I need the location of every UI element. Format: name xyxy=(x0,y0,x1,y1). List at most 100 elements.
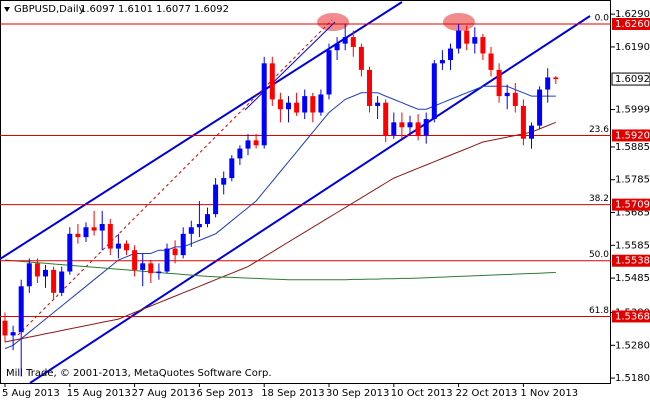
candle-body xyxy=(326,50,332,95)
candle-body xyxy=(439,60,445,64)
level-ratio: 50.0 xyxy=(589,250,609,260)
candle-body xyxy=(480,37,486,54)
y-tick-label: 1.5280 xyxy=(615,340,650,351)
y-tick-label: 1.5685 xyxy=(615,208,650,219)
candle-body xyxy=(148,263,154,274)
level-box xyxy=(612,254,650,267)
candle-body xyxy=(83,227,89,238)
candle-body xyxy=(407,122,413,128)
candle-body xyxy=(545,77,551,90)
candle-body xyxy=(51,269,57,293)
candle-body xyxy=(43,269,48,277)
y-tick-label: 1.5485 xyxy=(615,273,650,284)
x-tick-label: 5 Aug 2013 xyxy=(2,388,60,399)
level-box xyxy=(612,17,650,30)
candle-body xyxy=(537,89,543,126)
level-label: 1.5709 xyxy=(615,200,650,211)
candle-body xyxy=(358,46,364,70)
level-ratio: 38.2 xyxy=(589,194,609,204)
candle-body xyxy=(294,102,300,113)
candle-body xyxy=(18,286,24,333)
candle-body xyxy=(156,271,162,274)
candle-body xyxy=(269,63,275,100)
x-tick-label: 15 Aug 2013 xyxy=(67,388,131,399)
candle-body xyxy=(140,263,146,270)
trend-line xyxy=(244,21,336,111)
x-tick-label: 1 Nov 2013 xyxy=(520,388,578,399)
candle-body xyxy=(132,250,138,270)
candle-body xyxy=(180,233,186,256)
level-box xyxy=(612,310,650,323)
header-open: 1.6097 xyxy=(80,4,115,15)
candle-body xyxy=(464,30,470,44)
level-ratio: 61.8 xyxy=(589,306,609,316)
moving-average xyxy=(4,259,556,281)
candle-body xyxy=(67,233,73,272)
candle-body xyxy=(334,43,340,51)
y-tick-label: 1.5785 xyxy=(615,175,650,186)
y-tick-label: 1.6290 xyxy=(615,9,650,20)
candle-body xyxy=(350,37,356,47)
candle-body xyxy=(504,92,510,97)
candle-body xyxy=(188,227,194,234)
header-high: 1.6101 xyxy=(118,4,153,15)
candle-body xyxy=(342,37,348,44)
candle-body xyxy=(221,178,227,185)
candle-body xyxy=(286,102,291,110)
candle-body xyxy=(448,48,453,61)
level-label: 1.5368 xyxy=(615,311,650,322)
last-price-label: 1.6092 xyxy=(615,74,650,85)
candle-body xyxy=(472,37,478,44)
candle-body xyxy=(415,122,421,136)
candle-body xyxy=(59,271,65,293)
last-price-box xyxy=(611,72,650,86)
candle-body xyxy=(310,96,316,113)
highlight-ellipse xyxy=(317,13,349,31)
x-tick-label: 18 Sep 2013 xyxy=(261,388,324,399)
candle-body xyxy=(529,125,534,139)
candle-body xyxy=(115,243,121,249)
candle-body xyxy=(553,77,559,80)
level-ratio: 0.0 xyxy=(595,13,610,23)
level-box xyxy=(612,129,650,142)
candle-body xyxy=(261,63,267,146)
candle-body xyxy=(124,243,129,251)
candle-body xyxy=(34,263,40,277)
candle-body xyxy=(399,122,405,128)
candle-body xyxy=(107,223,113,249)
candle-body xyxy=(10,332,16,336)
moving-average xyxy=(4,121,556,343)
y-tick-label: 1.5885 xyxy=(615,142,650,153)
x-tick-label: 30 Sep 2013 xyxy=(326,388,389,399)
x-tick-label: 22 Oct 2013 xyxy=(456,388,518,399)
candle-body xyxy=(512,92,518,106)
candle-body xyxy=(431,63,437,120)
x-tick-label: 6 Sep 2013 xyxy=(196,388,253,399)
candle-body xyxy=(302,96,308,113)
candle-body xyxy=(423,119,429,136)
candle-body xyxy=(164,248,170,272)
trend-line xyxy=(17,19,333,336)
watermark: Mill Trade, © 2001-2013, MetaQuotes Soft… xyxy=(6,368,272,379)
level-label: 1.6260 xyxy=(615,19,650,30)
candle-body xyxy=(205,214,210,224)
candle-body xyxy=(318,94,324,113)
level-label: 1.5920 xyxy=(615,130,650,141)
y-tick-label: 1.6190 xyxy=(615,42,650,53)
candle-body xyxy=(75,233,81,238)
level-label: 1.5538 xyxy=(615,256,650,267)
candle-body xyxy=(253,140,259,146)
candle-body xyxy=(391,122,397,136)
y-tick-label: 1.5180 xyxy=(615,373,650,384)
y-tick-label: 1.5585 xyxy=(615,240,650,251)
plot-frame xyxy=(0,0,611,384)
x-tick-label: 10 Oct 2013 xyxy=(391,388,453,399)
candle-body xyxy=(367,69,372,106)
candle-body xyxy=(91,227,97,231)
candle-body xyxy=(496,69,502,97)
candle-body xyxy=(520,105,526,139)
candle-body xyxy=(383,102,389,136)
chart-title: GBPUSD,Daily xyxy=(14,4,85,15)
